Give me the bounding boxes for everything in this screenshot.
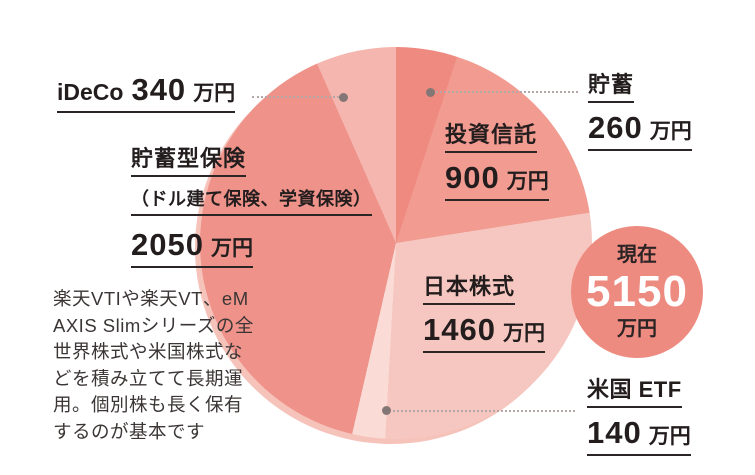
jp-stock-name: 日本株式 xyxy=(423,274,516,306)
leader-line-us-etf xyxy=(393,410,575,412)
note-line: どを積み立てて長期運 xyxy=(53,367,244,389)
leader-dot-savings xyxy=(426,88,435,97)
badge-total-unit: 万円 xyxy=(617,318,657,340)
note-line: AXIS Slimシリーズの全 xyxy=(53,314,254,336)
us-etf-unit: 万円 xyxy=(648,425,691,449)
badge-caption: 現在 xyxy=(617,244,657,266)
total-badge: 現在 5150 万円 xyxy=(571,226,703,358)
leader-line-ideco xyxy=(252,96,339,98)
label-jp-stock: 日本株式 1460 万円 xyxy=(423,274,545,362)
label-trust: 投資信託 900 万円 xyxy=(445,122,549,210)
trust-unit: 万円 xyxy=(506,170,549,194)
savings-value: 260 xyxy=(588,110,643,146)
savings-unit: 万円 xyxy=(649,120,692,144)
jp-stock-value: 1460 xyxy=(423,312,496,348)
label-savings: 貯蓄 260 万円 xyxy=(588,72,692,160)
note-line: するのが基本です xyxy=(53,420,206,442)
ideco-unit: 万円 xyxy=(193,82,236,105)
insurance-subtitle: （ドル建て保険、学資保険） xyxy=(131,189,372,216)
badge-total-value: 5150 xyxy=(586,267,688,316)
ideco-name: iDeCo xyxy=(57,79,124,105)
label-ideco: iDeCo 340 万円 xyxy=(57,72,236,122)
note-line: 楽天VTIや楽天VT、eM xyxy=(53,288,249,309)
jp-stock-unit: 万円 xyxy=(502,322,545,346)
label-us-etf: 米国 ETF 140 万円 xyxy=(587,377,691,465)
leader-line-savings xyxy=(436,91,578,93)
trust-value: 900 xyxy=(445,160,500,196)
ideco-value: 340 xyxy=(131,72,187,107)
insurance-value: 2050 xyxy=(131,226,204,262)
savings-name: 貯蓄 xyxy=(588,72,635,104)
insurance-unit: 万円 xyxy=(210,236,253,260)
us-etf-name: 米国 ETF xyxy=(587,377,682,409)
asset-pie-chart xyxy=(200,47,592,439)
investment-note: 楽天VTIや楽天VT、eM AXIS Slimシリーズの全 世界株式や米国株式な… xyxy=(53,286,254,445)
note-line: 用。個別株も長く保有 xyxy=(53,394,244,415)
note-line: 世界株式や米国株式な xyxy=(53,341,244,362)
label-insurance: 貯蓄型保険 （ドル建て保険、学資保険） 2050 万円 xyxy=(131,146,372,277)
trust-name: 投資信託 xyxy=(445,122,538,154)
leader-dot-us-etf xyxy=(382,406,391,415)
insurance-name: 貯蓄型保険 xyxy=(131,146,247,178)
us-etf-value: 140 xyxy=(587,415,642,451)
leader-dot-ideco xyxy=(339,93,348,102)
